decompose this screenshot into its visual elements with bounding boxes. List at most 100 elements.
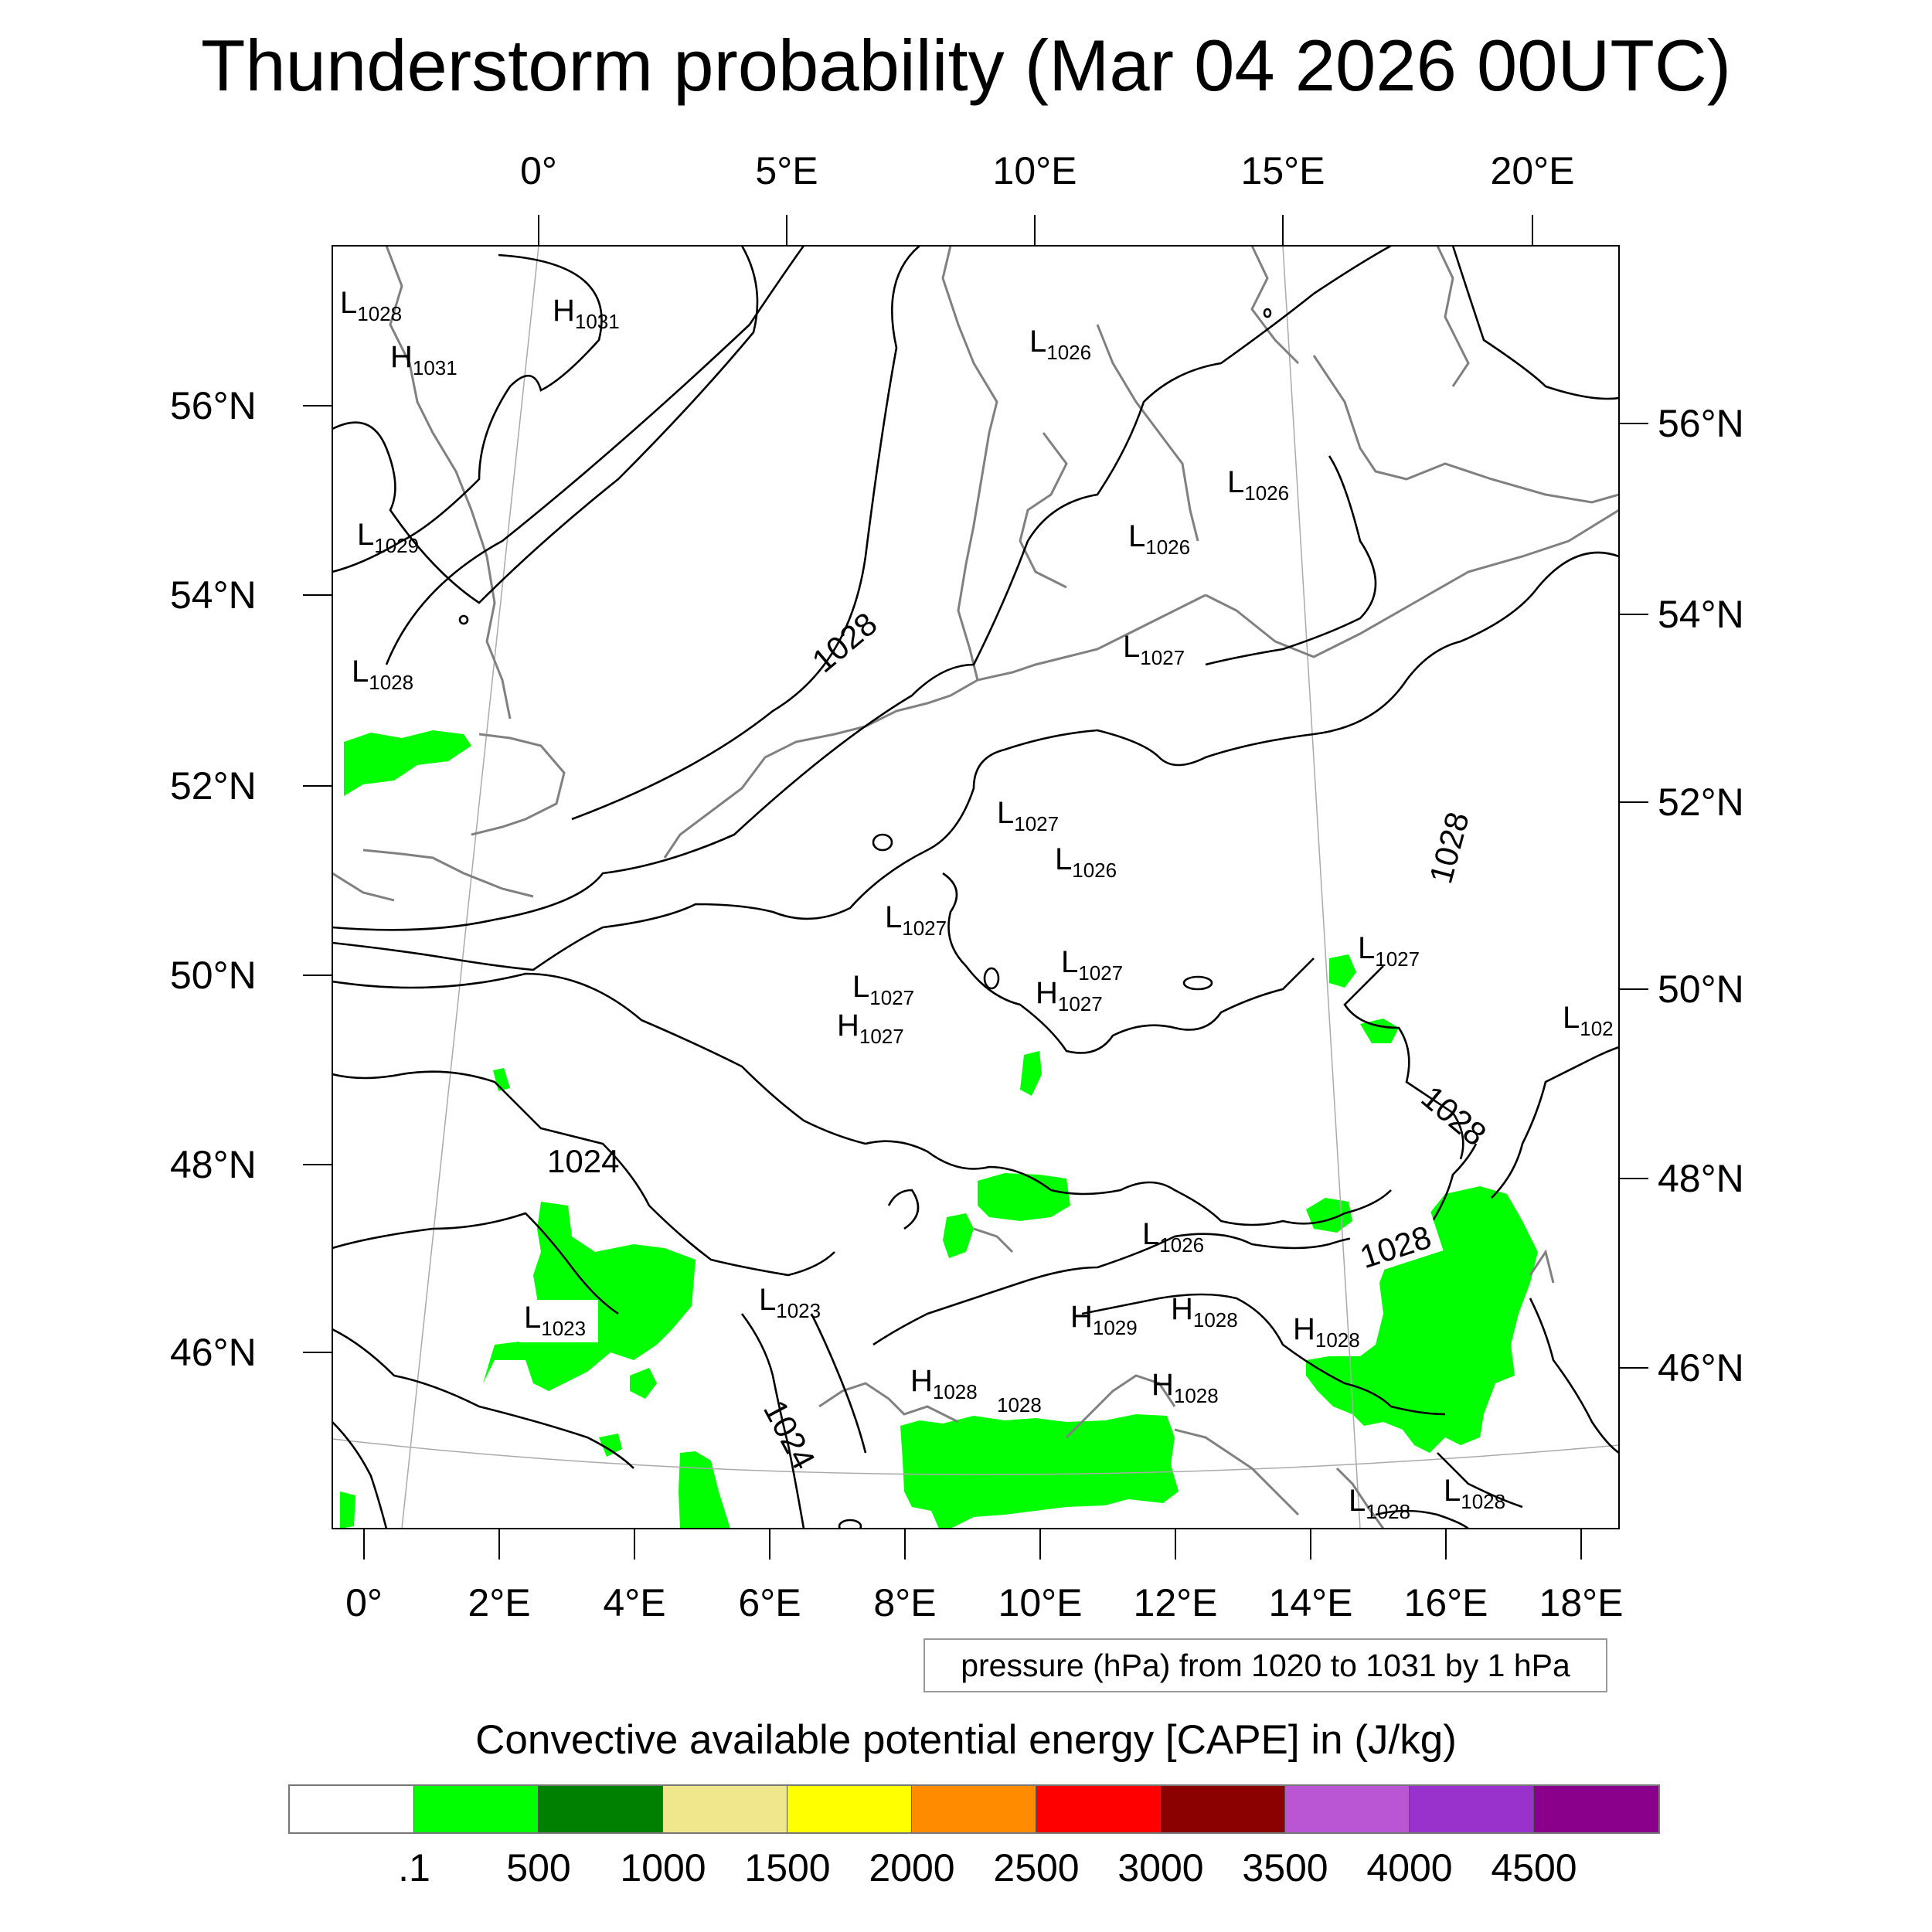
isobar [332, 253, 603, 573]
isobar [740, 1313, 805, 1529]
left-lat-label: 52°N [170, 764, 257, 808]
pressure-label: L1027 [1061, 945, 1123, 985]
pressure-legend-note: pressure (hPa) from 1020 to 1031 by 1 hP… [923, 1638, 1607, 1692]
colorbar-tick-label: 2000 [869, 1846, 955, 1889]
pressure-label: L1027 [852, 970, 914, 1009]
pressure-label: L1028 [352, 655, 413, 694]
bottom-lon-label: 18°E [1539, 1581, 1624, 1624]
isobar-value-label: 1024 [547, 1143, 619, 1179]
left-lat-label: 48°N [170, 1143, 257, 1186]
colorbar-cell [663, 1786, 787, 1832]
bottom-lon-label: 10°E [998, 1581, 1083, 1624]
isobar [1375, 1509, 1469, 1529]
pressure-label: H1031 [390, 340, 457, 379]
pressure-label: H1028 [1171, 1292, 1238, 1332]
cape-area [1306, 1198, 1352, 1233]
colorbar-tick-label: 1500 [744, 1846, 831, 1889]
pressure-label: L1028 [1444, 1474, 1505, 1513]
bottom-lon-label: 12°E [1133, 1581, 1218, 1624]
colorbar-cell [1161, 1786, 1285, 1832]
bottom-lon-label: 16°E [1403, 1581, 1488, 1624]
cape-area [679, 1451, 730, 1529]
pressure-label: H1031 [553, 294, 620, 333]
colorbar-cell [539, 1786, 663, 1832]
coastlines [332, 246, 1619, 1529]
colorbar-tick-label: 1000 [620, 1846, 706, 1889]
map-frame [332, 245, 1620, 1529]
isobar [1451, 246, 1619, 400]
isobar [810, 1313, 867, 1454]
isobar [385, 246, 805, 665]
pressure-label: 1028 [997, 1393, 1042, 1417]
pressure-label: L1027 [1358, 931, 1420, 971]
pressure-label: L1028 [340, 286, 402, 325]
isobar [1081, 1293, 1446, 1416]
cape-area [340, 1492, 355, 1529]
pressure-label: L1023 [759, 1283, 821, 1322]
pressure-label: L1028 [1349, 1484, 1410, 1523]
pressure-label: L102 [1563, 1001, 1614, 1040]
cape-area [943, 1213, 974, 1258]
colorbar-cell [1534, 1786, 1658, 1832]
left-lat-label: 50°N [170, 954, 257, 997]
isobar-value-label: 1028 [805, 605, 884, 679]
isobar [571, 246, 920, 821]
left-lat-label: 56°N [170, 384, 257, 427]
bottom-lon-label: 6°E [738, 1581, 801, 1624]
pressure-label: L1026 [1055, 842, 1117, 882]
colorbar-cell [1036, 1786, 1161, 1832]
isobar-value-label: 1028 [1422, 808, 1476, 887]
pressure-label: L1029 [357, 518, 419, 557]
right-lat-label: 54°N [1658, 593, 1744, 636]
isobar [1437, 1452, 1523, 1509]
cape-area [1329, 954, 1356, 988]
colorbar-title: Convective available potential energy [C… [475, 1717, 1457, 1763]
isobar [1205, 455, 1377, 666]
top-lon-label: 5°E [755, 149, 818, 192]
isobar [887, 1189, 920, 1230]
pressure-label: L1027 [1123, 630, 1185, 669]
cape-area [599, 1434, 622, 1457]
pressure-label: L1023 [524, 1301, 586, 1340]
isobar [942, 872, 1315, 1054]
bottom-lon-label: 8°E [873, 1581, 937, 1624]
isobar [332, 551, 1619, 971]
bottom-lon-label: 14°E [1268, 1581, 1353, 1624]
pressure-label: H1028 [1151, 1368, 1219, 1407]
isobar-value-label: 1024 [757, 1394, 822, 1475]
right-lat-label: 46°N [1658, 1346, 1744, 1389]
cape-area [978, 1173, 1070, 1221]
graticule [332, 246, 1619, 1529]
pressure-label: H1027 [1036, 976, 1103, 1015]
axis-ticks [303, 215, 1648, 1560]
right-lat-label: 50°N [1658, 968, 1744, 1011]
colorbar-cell [1285, 1786, 1410, 1832]
colorbar-tick-label: 4500 [1491, 1846, 1577, 1889]
colorbar-tick-label: 3000 [1117, 1846, 1204, 1889]
bottom-lon-label: 0° [345, 1581, 383, 1624]
isobar-value-label: 1028 [1415, 1079, 1494, 1153]
colorbar-tick-label: 2500 [993, 1846, 1080, 1889]
colorbar-cell [787, 1786, 912, 1832]
top-lon-label: 15°E [1240, 149, 1325, 192]
top-lon-label: 20°E [1490, 149, 1575, 192]
top-lon-label: 10°E [992, 149, 1077, 192]
cape-areas [340, 730, 1538, 1529]
cape-area [1306, 1186, 1538, 1453]
cape-area [1360, 1019, 1399, 1043]
pressure-label: H1027 [837, 1009, 904, 1048]
colorbar-cell [1410, 1786, 1534, 1832]
colorbar-cell [290, 1786, 414, 1832]
colorbar-tick-label: 3500 [1242, 1846, 1328, 1889]
pressure-label: H1028 [910, 1364, 978, 1403]
isobar [332, 1212, 619, 1315]
bottom-lon-label: 4°E [603, 1581, 666, 1624]
pressure-label: L1026 [1142, 1217, 1204, 1257]
pressure-label: L1026 [1128, 519, 1190, 559]
isobar [332, 1328, 634, 1469]
right-lat-label: 56°N [1658, 402, 1744, 445]
left-lat-label: 46°N [170, 1331, 257, 1374]
left-lat-label: 54°N [170, 573, 257, 617]
isobar [1529, 1298, 1619, 1454]
